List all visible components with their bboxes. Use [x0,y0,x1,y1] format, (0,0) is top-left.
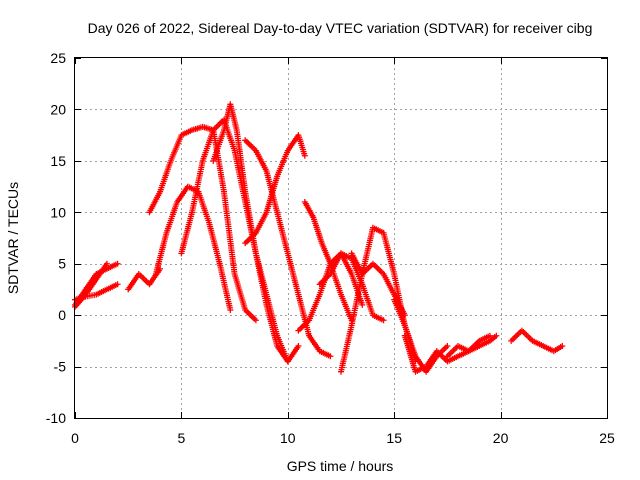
x-tick-label: 10 [280,430,296,446]
plot-frame [74,57,608,419]
series-arc-f [152,183,234,313]
data-point-markers [242,132,308,247]
y-tick-label: -10 [46,410,66,426]
y-tick-label: 15 [50,153,66,169]
x-tick-label: 20 [493,430,509,446]
y-axis-title: SDTVAR / TECUs [5,182,21,294]
data-point-markers [508,327,566,355]
tick-labels: 0 5 10 15 20 25 -10 -5 0 5 10 15 20 25 [46,50,615,446]
data-point-markers [242,137,334,360]
data-point-markers [152,183,234,313]
x-tick-label: 25 [599,430,615,446]
y-tick-label: 20 [50,101,66,117]
chart-title: Day 026 of 2022, Sidereal Day-to-day VTE… [88,20,593,36]
y-tick-label: 10 [50,204,66,220]
series-arc-n [338,224,419,375]
data-point-markers [338,224,419,375]
series-arc-m [316,250,387,324]
series-arc-j [242,132,308,247]
series-arc-c [72,260,110,310]
y-tick-label: -5 [54,359,67,375]
data-point-markers [348,250,408,319]
y-tick-label: 0 [58,307,66,323]
data-point-markers [444,332,500,360]
axis-ticks [75,58,608,419]
y-tick-label: 25 [50,50,66,66]
x-tick-label: 5 [178,430,186,446]
series-arc-s [508,327,566,355]
x-tick-label: 0 [71,430,79,446]
series-arc-i [242,137,334,360]
grid [75,58,607,418]
y-tick-label: 5 [58,256,66,272]
series-arc-r [444,332,500,360]
data-point-markers [72,260,110,310]
x-axis-title: GPS time / hours [287,458,394,474]
x-tick-label: 15 [386,430,402,446]
data-point-markers [316,250,387,324]
series-arc-o [348,250,408,319]
data-marks [72,101,566,375]
